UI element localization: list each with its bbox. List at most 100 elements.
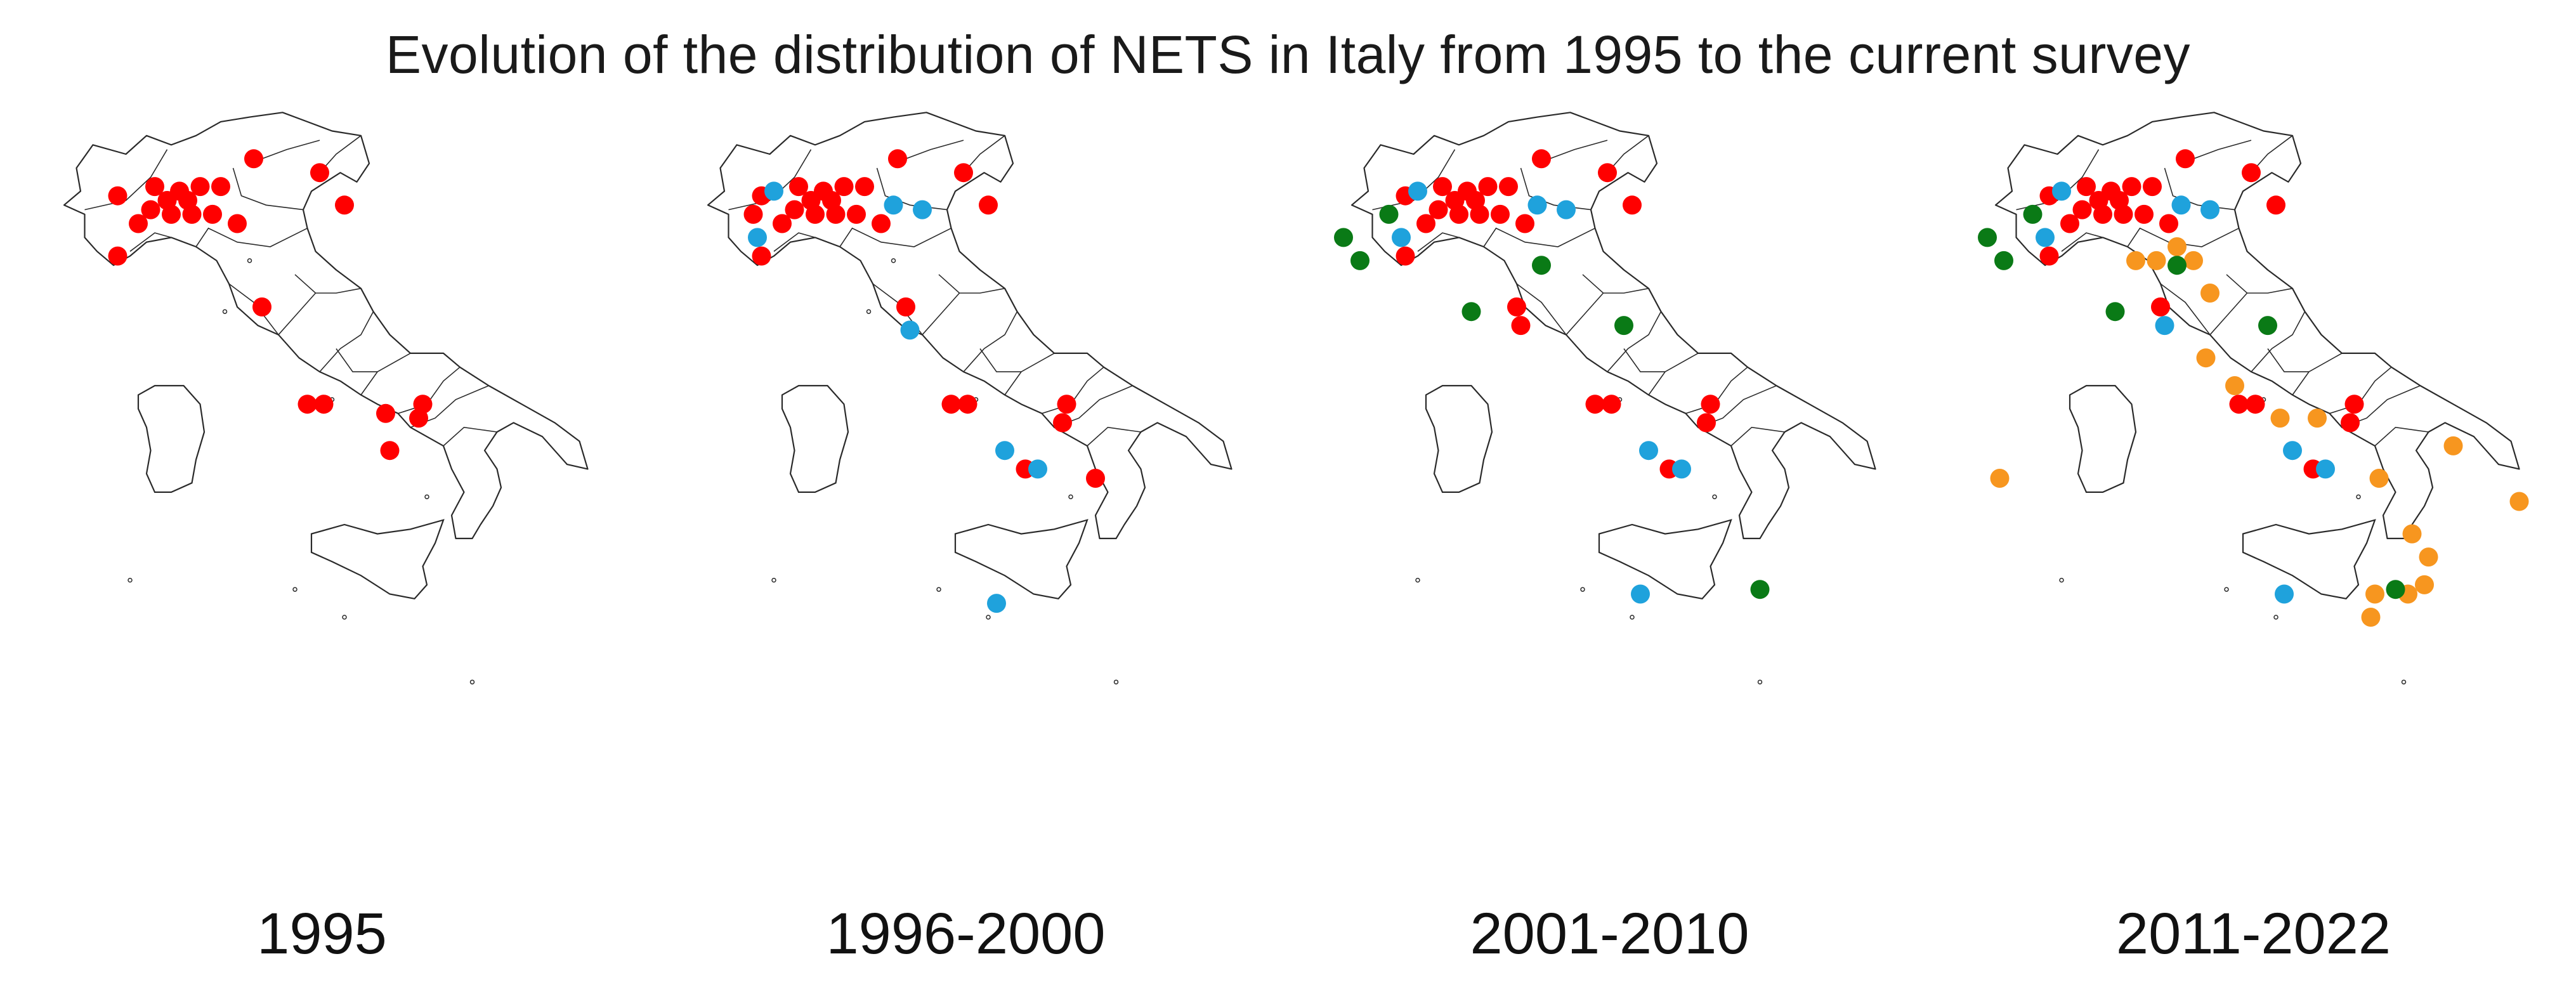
site-marker-blue (987, 594, 1006, 613)
site-marker-red (954, 163, 973, 183)
region-border (2251, 311, 2306, 372)
region-border (1516, 283, 1567, 336)
islet (342, 615, 347, 620)
site-marker-red (2176, 149, 2195, 169)
islet (1630, 615, 1635, 620)
region-border (2061, 232, 2103, 252)
site-marker-blue (2036, 228, 2055, 247)
site-marker-blue (913, 200, 932, 219)
site-marker-red (1416, 214, 1435, 233)
map-panel-1996-2000: 1996-2000 (644, 108, 1288, 994)
site-marker-blue (995, 441, 1014, 461)
site-marker-blue (1557, 200, 1576, 219)
region-border (905, 140, 964, 160)
site-marker-blue (2171, 195, 2191, 215)
site-marker-orange (2147, 251, 2166, 270)
islet (2059, 577, 2064, 583)
region-border (319, 311, 374, 372)
site-marker-green (1978, 228, 1997, 247)
site-marker-blue (1392, 228, 1411, 247)
site-marker-red (2246, 395, 2265, 414)
sardinia-outline (2069, 384, 2137, 493)
site-marker-red (182, 204, 202, 224)
site-marker-red (314, 395, 334, 414)
site-marker-green (1334, 228, 1353, 247)
region-border (195, 227, 308, 247)
islet (292, 587, 297, 592)
region-border (261, 140, 320, 160)
site-marker-orange (2200, 284, 2220, 303)
site-marker-blue (2155, 316, 2174, 336)
site-marker-blue (1408, 181, 1427, 201)
site-marker-green (1379, 204, 1399, 224)
islet (771, 577, 776, 583)
site-marker-red (1697, 413, 1716, 433)
region-border (2329, 367, 2392, 414)
site-marker-orange (2443, 436, 2463, 455)
site-marker-orange (2225, 376, 2244, 395)
islet (936, 587, 941, 592)
site-marker-red (203, 204, 222, 224)
region-border (2226, 274, 2293, 294)
site-marker-red (2122, 177, 2141, 197)
site-marker-red (1470, 204, 1489, 224)
site-marker-red (847, 204, 866, 224)
region-border (2267, 348, 2309, 372)
islet (1068, 494, 1073, 499)
site-marker-red (1701, 395, 1720, 414)
map-panel-2011-2022: 2011-2022 (1932, 108, 2575, 994)
site-marker-red (896, 297, 915, 317)
site-marker-blue (1028, 459, 1047, 479)
region-border (336, 348, 377, 372)
region-border (1042, 367, 1104, 414)
site-marker-red (409, 409, 428, 428)
site-marker-blue (1527, 195, 1547, 215)
site-marker-red (1057, 395, 1076, 414)
site-marker-orange (2361, 608, 2381, 627)
region-border (278, 292, 317, 336)
islet (2273, 615, 2279, 620)
region-border (773, 232, 816, 252)
site-marker-blue (1639, 441, 1658, 461)
site-marker-blue (1631, 584, 1650, 604)
site-marker-red (1515, 214, 1534, 233)
site-marker-red (2039, 246, 2059, 266)
region-border (1087, 426, 1141, 447)
islet (469, 679, 475, 684)
site-marker-blue (884, 195, 903, 215)
sicily-outline (1598, 519, 1732, 599)
site-marker-blue (1672, 459, 1691, 479)
region-border (2254, 135, 2293, 169)
site-marker-red (2344, 395, 2364, 414)
region-border (1685, 367, 1748, 414)
site-marker-red (2077, 177, 2096, 197)
site-marker-red (2266, 195, 2285, 215)
site-marker-red (806, 204, 825, 224)
region-border (84, 149, 168, 211)
region-border (922, 292, 960, 336)
islet (1712, 494, 1717, 499)
region-border (232, 167, 304, 211)
site-marker-red (1053, 413, 1072, 433)
region-border (2160, 283, 2211, 336)
site-marker-red (380, 441, 400, 461)
region-border (963, 311, 1018, 372)
map-panel-1995: 1995 (0, 108, 644, 994)
site-marker-red (2135, 204, 2154, 224)
panel-label: 2011-2022 (2115, 901, 2391, 966)
site-marker-orange (2365, 584, 2384, 604)
region-border (967, 135, 1005, 169)
site-marker-red (228, 214, 247, 233)
region-border (1549, 140, 1608, 160)
region-border (2193, 140, 2252, 160)
site-marker-red (2229, 395, 2249, 414)
region-border (1611, 135, 1649, 169)
site-marker-orange (2196, 348, 2216, 368)
site-marker-green (2258, 316, 2277, 336)
region-border (1623, 348, 1665, 372)
region-border (979, 348, 1021, 372)
site-marker-orange (2419, 547, 2438, 567)
site-marker-red (1429, 200, 1448, 219)
site-marker-green (1461, 302, 1481, 322)
site-marker-green (1994, 251, 2013, 270)
